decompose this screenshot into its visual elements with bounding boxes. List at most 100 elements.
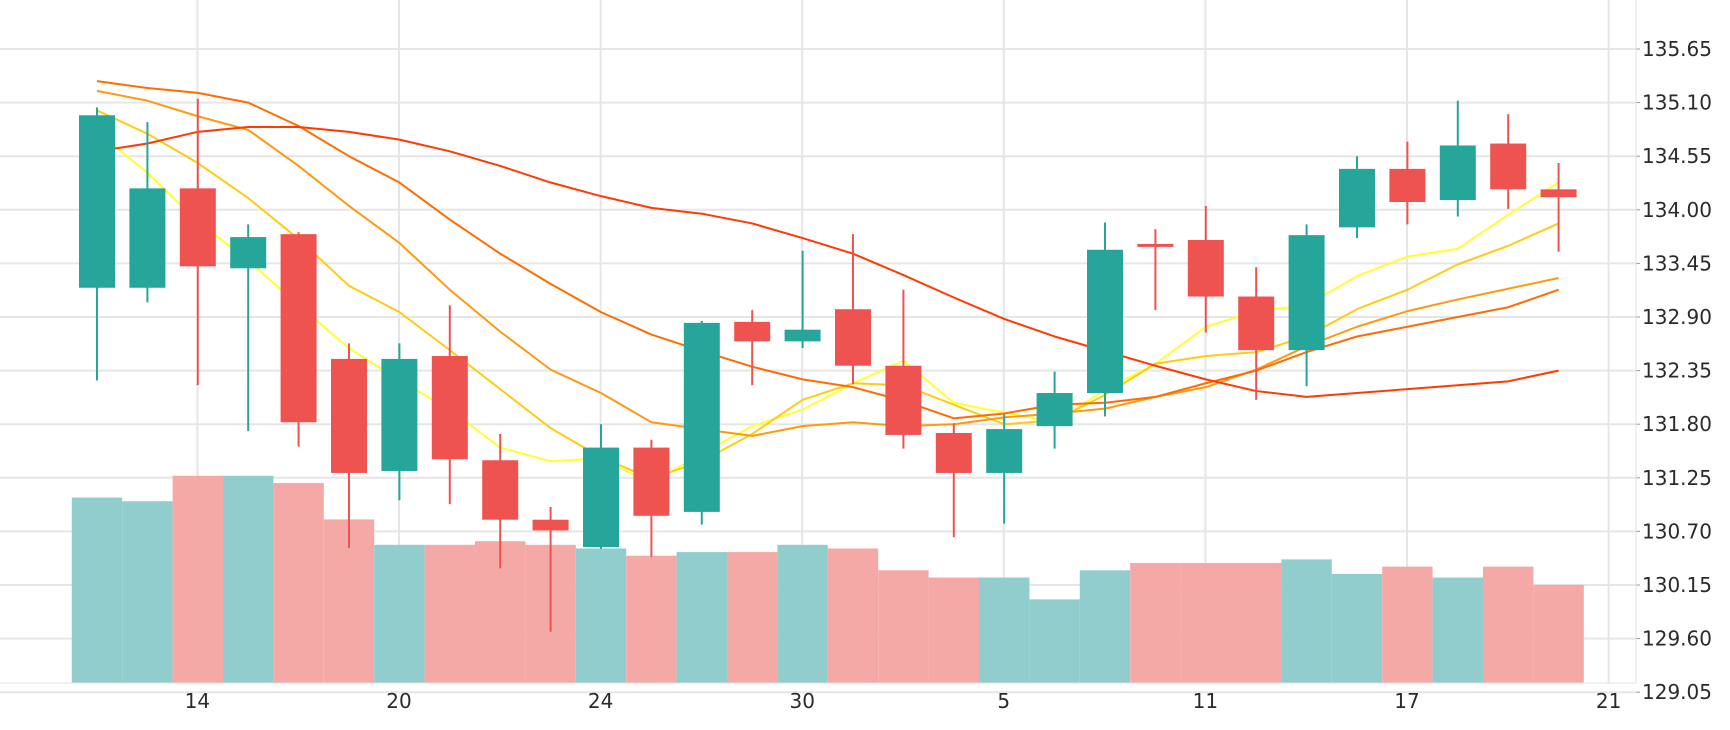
candle (532, 507, 569, 632)
candle (633, 439, 670, 557)
candle-body (1187, 240, 1224, 297)
candle (331, 343, 367, 548)
y-tick-label: 132.90 (1642, 305, 1712, 329)
candle-body (784, 329, 821, 342)
x-tick-label: 17 (1394, 689, 1419, 713)
candle-body (79, 115, 115, 288)
volume-bar (1331, 573, 1383, 683)
volume-bar (1079, 570, 1131, 683)
volume-bar (928, 577, 979, 683)
y-tick-label: 129.60 (1642, 627, 1712, 651)
candle-body (1087, 249, 1123, 394)
candle (482, 433, 519, 569)
volume-bar (575, 548, 627, 683)
candle-body (482, 460, 519, 520)
volume-bar (424, 544, 475, 683)
volume-bar (777, 544, 828, 683)
volume-bar (626, 555, 677, 683)
candle-body (986, 429, 1023, 473)
candle (935, 423, 972, 538)
y-tick-label: 135.65 (1642, 37, 1712, 61)
candle (1288, 224, 1325, 387)
candle (683, 320, 720, 525)
y-tick-label: 132.35 (1642, 359, 1712, 383)
candle-body (633, 447, 670, 516)
x-tick-label: 14 (185, 689, 210, 713)
candle (1389, 141, 1426, 225)
candle-body (1238, 296, 1275, 351)
candle (1087, 222, 1123, 417)
candle-body (1288, 235, 1325, 351)
candle-body (1389, 168, 1426, 203)
candle-body (431, 355, 468, 460)
volume-bar (1180, 563, 1231, 683)
x-tick-label: 21 (1596, 689, 1621, 713)
candle-body (230, 237, 267, 269)
volume-bar (223, 475, 274, 683)
candle-body (1439, 145, 1476, 201)
candle-body (835, 309, 871, 366)
candle-body (179, 188, 216, 267)
volume-bars (71, 475, 1584, 683)
volume-bar (727, 552, 778, 683)
volume-bar (1130, 563, 1181, 683)
candle (79, 107, 115, 381)
x-tick-label: 24 (588, 689, 613, 713)
candle-body (331, 358, 367, 473)
y-tick-label: 130.15 (1642, 573, 1712, 597)
candle (835, 234, 871, 385)
volume-bar (172, 475, 223, 683)
y-tick-label: 130.70 (1642, 519, 1712, 543)
candle (129, 122, 166, 303)
volume-bar (374, 544, 425, 683)
y-tick-label: 129.05 (1642, 680, 1712, 704)
candle-body (885, 365, 922, 435)
volume-bar (1533, 584, 1584, 683)
candle-body (1036, 393, 1073, 427)
candle (1036, 371, 1073, 449)
candle-body (583, 447, 619, 547)
candle-body (683, 322, 720, 512)
candle (280, 232, 317, 447)
candle-body (280, 234, 317, 423)
candle-body (1137, 243, 1174, 247)
candle (1339, 156, 1375, 239)
volume-bar (71, 497, 123, 683)
volume-bar (878, 570, 929, 683)
candle (1137, 229, 1174, 311)
candle (230, 224, 267, 432)
y-tick-label: 134.00 (1642, 198, 1712, 222)
candle (986, 414, 1023, 524)
candle-body (381, 358, 418, 471)
candle-body (129, 188, 166, 288)
candle (431, 305, 468, 505)
candle (583, 424, 619, 549)
y-tick-label: 133.45 (1642, 251, 1712, 275)
candle-body (734, 321, 771, 342)
x-tick-label: 20 (386, 689, 411, 713)
candle (1238, 267, 1275, 400)
x-tick-label: 11 (1193, 689, 1218, 713)
volume-bar (1281, 559, 1332, 683)
volume-bar (676, 552, 727, 683)
candle (179, 98, 216, 386)
volume-bar (273, 483, 324, 683)
candle (1187, 205, 1224, 333)
candle-body (532, 519, 569, 531)
candles (79, 98, 1577, 632)
y-tick-label: 135.10 (1642, 91, 1712, 115)
candle (1490, 114, 1527, 209)
volume-bar (827, 548, 879, 683)
candle (734, 310, 771, 386)
candle-body (1540, 189, 1577, 198)
y-tick-label: 134.55 (1642, 144, 1712, 168)
volume-bar (1231, 563, 1282, 683)
volume-bar (1483, 566, 1534, 683)
y-tick-label: 131.80 (1642, 412, 1712, 436)
volume-bar (122, 501, 173, 683)
volume-bar (1432, 577, 1483, 683)
candle-body (1339, 168, 1375, 228)
candle (1439, 100, 1476, 217)
candle (381, 343, 418, 501)
